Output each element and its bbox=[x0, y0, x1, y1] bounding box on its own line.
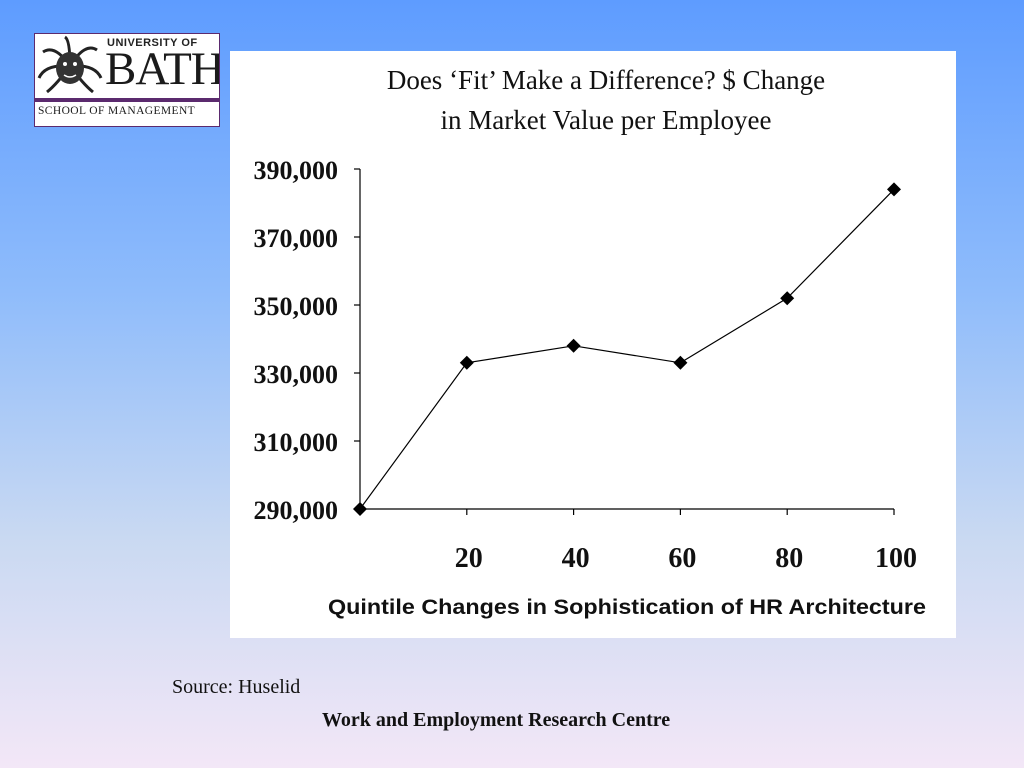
x-tick-label: 20 bbox=[455, 543, 483, 574]
data-point-marker bbox=[566, 338, 581, 353]
y-tick-label: 290,000 bbox=[254, 496, 339, 525]
x-axis-label: Quintile Changes in Sophistication of HR… bbox=[328, 596, 926, 619]
y-tick-label: 370,000 bbox=[254, 224, 339, 253]
chart-panel: Does ‘Fit’ Make a Difference? $ Change i… bbox=[230, 51, 956, 638]
logo-school-text: SCHOOL OF MANAGEMENT bbox=[38, 105, 196, 117]
footer-centre-name: Work and Employment Research Centre bbox=[322, 709, 671, 731]
y-tick-label: 350,000 bbox=[254, 292, 339, 321]
data-point-marker bbox=[459, 355, 474, 370]
x-tick-label: 100 bbox=[875, 543, 917, 574]
source-citation: Source: Huselid bbox=[172, 676, 301, 698]
logo-bath-text: BATH bbox=[105, 43, 220, 95]
y-tick-label: 390,000 bbox=[254, 156, 339, 185]
y-tick-label: 310,000 bbox=[254, 428, 339, 457]
logo-university-text: UNIVERSITY OF bbox=[107, 37, 198, 49]
data-point-marker bbox=[353, 502, 367, 516]
logo-divider bbox=[35, 98, 219, 102]
series-line bbox=[359, 188, 895, 510]
y-tick-label: 330,000 bbox=[254, 360, 339, 389]
data-point-marker bbox=[673, 355, 688, 370]
x-tick-label: 60 bbox=[668, 543, 696, 574]
chart-title-line-2: in Market Value per Employee bbox=[441, 105, 772, 135]
medusa-head-icon bbox=[37, 35, 103, 94]
data-point-marker bbox=[780, 291, 795, 306]
x-tick-label: 80 bbox=[775, 543, 803, 574]
data-point-marker bbox=[887, 182, 901, 197]
university-logo: UNIVERSITY OF BATH SCHOOL OF MANAGEMENT bbox=[34, 33, 220, 127]
line-chart: Does ‘Fit’ Make a Difference? $ Change i… bbox=[254, 65, 927, 619]
chart-title-line-1: Does ‘Fit’ Make a Difference? $ Change bbox=[387, 65, 825, 95]
x-tick-label: 40 bbox=[562, 543, 590, 574]
